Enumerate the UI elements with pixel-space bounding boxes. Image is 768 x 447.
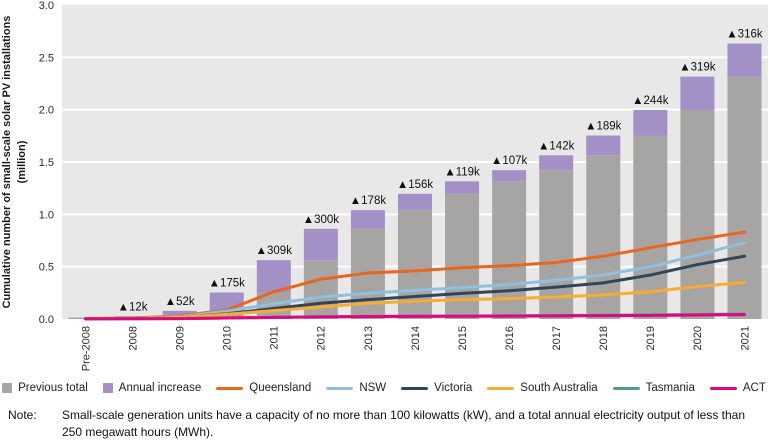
x-tick-label: 2014 <box>410 326 422 350</box>
bar-segment <box>633 109 668 136</box>
bar-segment <box>680 76 715 110</box>
annual-increase-annotation: ▲309k <box>256 245 293 257</box>
legend-label: Victoria <box>434 382 473 394</box>
legend-swatch <box>487 386 515 390</box>
y-tick-label: 3.0 <box>39 0 54 12</box>
bar-segment <box>256 260 291 293</box>
legend-label: NSW <box>359 382 387 394</box>
annual-increase-annotation: ▲178k <box>350 195 387 207</box>
annual-increase-annotation: ▲244k <box>632 95 669 107</box>
x-tick-label: 2018 <box>598 326 610 350</box>
bar-segment <box>633 135 668 319</box>
y-tick-label: 1.0 <box>39 209 54 221</box>
legend-swatch <box>709 386 737 390</box>
legend-label: Queensland <box>249 382 312 394</box>
line-act <box>84 313 746 321</box>
annual-increase-annotation: ▲319k <box>679 62 716 74</box>
annual-increase-annotation: ▲156k <box>397 179 434 191</box>
annual-increase-annotation: ▲107k <box>491 155 528 167</box>
y-tick-label: 1.5 <box>39 157 54 169</box>
bar-segment <box>586 135 621 156</box>
legend-item-queensland: Queensland <box>216 382 311 394</box>
y-tick-label: 2.0 <box>39 105 54 117</box>
legend-item-act: ACT <box>709 382 766 394</box>
legend-swatch <box>2 383 13 393</box>
x-tick-label: Pre-2008 <box>80 326 92 371</box>
legend-item-annual-increase: Annual increase <box>102 382 202 394</box>
x-tick-label: 2010 <box>222 326 234 350</box>
legend-swatch <box>102 383 113 393</box>
legend: Previous total Annual increase Queensland N… <box>0 380 768 396</box>
bar-segment <box>727 43 762 77</box>
x-tick-label: 2020 <box>692 326 704 350</box>
note-label: Note: <box>8 408 37 422</box>
note-text: Small-scale generation units have a capa… <box>62 408 746 440</box>
legend-label: Annual increase <box>118 382 202 394</box>
bar-segment <box>586 155 621 319</box>
legend-item-nsw: NSW <box>326 382 386 394</box>
legend-item-previous-total: Previous total <box>2 382 88 394</box>
x-tick-label: 2015 <box>457 326 469 350</box>
bar-segment <box>303 228 338 261</box>
line-south-australia <box>84 280 746 321</box>
y-tick-label: 0.5 <box>39 262 54 274</box>
bar-segment <box>492 170 527 182</box>
bar-segment <box>350 210 385 229</box>
legend-label: ACT <box>742 382 766 394</box>
annual-increase-annotation: ▲300k <box>303 214 340 226</box>
x-tick-label: 2008 <box>127 326 139 350</box>
legend-swatch <box>216 386 244 390</box>
annual-increase-annotation: ▲175k <box>209 278 246 290</box>
x-tick-label: 2016 <box>504 326 516 350</box>
legend-swatch <box>401 386 429 390</box>
annual-increase-annotation: ▲12k <box>118 301 148 313</box>
chart-block: Cumulative number of small-scale solar P… <box>1 0 768 371</box>
x-tick-label: 2011 <box>269 326 281 350</box>
x-tick-label: 2019 <box>645 326 657 350</box>
legend-item-victoria: Victoria <box>401 382 472 394</box>
annual-increase-annotation: ▲189k <box>585 121 622 133</box>
y-tick-label: 2.5 <box>39 52 54 64</box>
legend-label: Tasmania <box>645 382 695 394</box>
y-tick-label: 0.0 <box>39 314 54 326</box>
annual-increase-annotation: ▲119k <box>444 166 480 178</box>
note-row: Note: Small-scale generation units have … <box>0 407 768 442</box>
chart-svg: 0.0 0.5 1.0 1.5 2.0 2.5 3.0 ▲12k ▲52k ▲175k ▲309k ▲… <box>39 0 768 371</box>
bar-segment <box>539 170 574 319</box>
annual-increase-annotation: ▲316k <box>726 29 763 41</box>
bar-segment <box>492 181 527 319</box>
x-tick-label: 2012 <box>316 326 328 350</box>
x-tick-label: 2009 <box>175 326 187 350</box>
legend-item-south-australia: South Australia <box>487 382 598 394</box>
bar-segment <box>727 76 762 319</box>
x-tick-label: 2017 <box>551 326 563 350</box>
annual-increase-annotation: ▲52k <box>165 296 195 308</box>
legend-item-tasmania: Tasmania <box>612 382 695 394</box>
bar-segment <box>303 260 338 319</box>
bar-segment <box>398 193 432 211</box>
bar-segment <box>445 181 480 194</box>
annual-increase-annotation: ▲142k <box>538 140 575 152</box>
legend-label: South Australia <box>520 382 598 394</box>
legend-swatch <box>612 386 640 390</box>
legend-label: Previous total <box>18 382 88 394</box>
bar-segment <box>539 155 574 171</box>
x-tick-label: 2013 <box>363 326 375 350</box>
bar-segment <box>162 310 197 317</box>
x-tick-label: 2021 <box>739 326 751 350</box>
legend-swatch <box>326 386 354 390</box>
